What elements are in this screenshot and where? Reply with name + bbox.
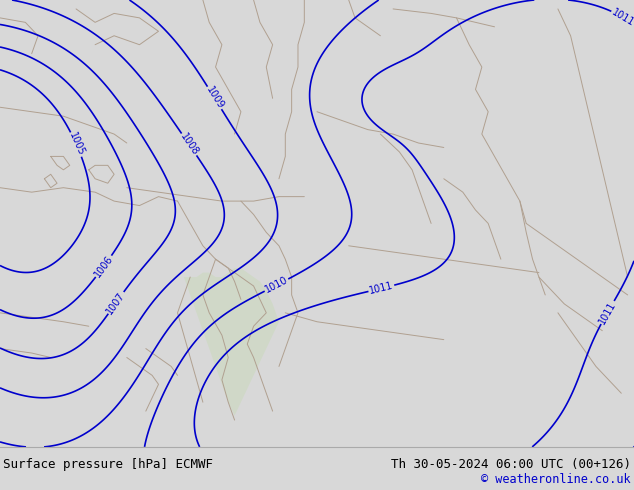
- Text: 1010: 1010: [263, 275, 290, 295]
- Text: © weatheronline.co.uk: © weatheronline.co.uk: [481, 473, 631, 486]
- Text: 1007: 1007: [105, 290, 127, 316]
- Text: 1011: 1011: [368, 281, 394, 296]
- Text: 1009: 1009: [204, 85, 225, 111]
- Text: 1005: 1005: [67, 131, 86, 158]
- Text: 1006: 1006: [93, 253, 115, 279]
- Text: 1011: 1011: [610, 7, 634, 28]
- Text: 1008: 1008: [178, 131, 200, 157]
- Text: 1011: 1011: [597, 299, 618, 325]
- Text: Surface pressure [hPa] ECMWF: Surface pressure [hPa] ECMWF: [3, 458, 213, 471]
- Text: Th 30-05-2024 06:00 UTC (00+126): Th 30-05-2024 06:00 UTC (00+126): [391, 458, 631, 471]
- Polygon shape: [184, 268, 279, 416]
